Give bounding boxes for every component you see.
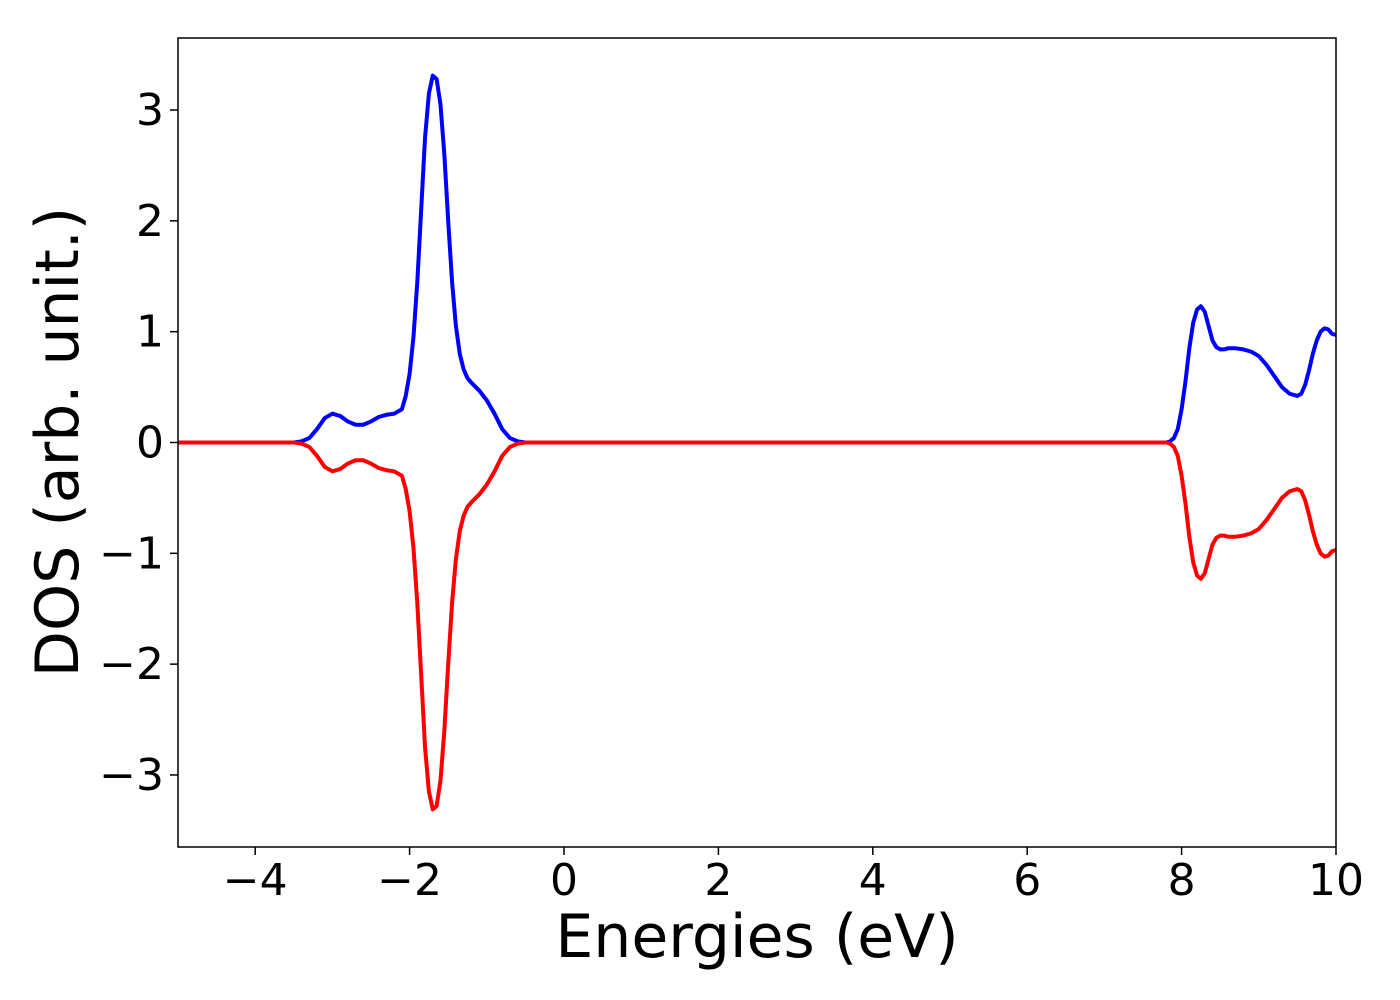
x-tick-label: −2 (377, 855, 442, 906)
x-tick-label: 2 (704, 855, 732, 906)
x-tick-label: 8 (1168, 855, 1196, 906)
x-axis-label: Energies (eV) (555, 902, 958, 972)
x-tick-label: 6 (1013, 855, 1041, 906)
y-tick-label: 3 (136, 85, 164, 136)
x-tick-label: −4 (223, 855, 288, 906)
y-tick-label: 2 (136, 196, 164, 247)
x-axis-ticks: −4 −2 0 2 4 6 8 10 (223, 847, 1364, 906)
series-line-1 (178, 73, 1336, 445)
y-tick-label: 0 (136, 418, 164, 469)
y-axis-label: DOS (arb. unit.) (23, 207, 93, 677)
x-tick-label: 0 (550, 855, 578, 906)
x-tick-label: 10 (1308, 855, 1364, 906)
y-tick-label: −1 (99, 528, 164, 579)
y-tick-label: 1 (136, 307, 164, 358)
y-tick-label: −3 (99, 750, 164, 801)
series-line-2 (178, 440, 1336, 812)
x-tick-label: 4 (859, 855, 887, 906)
y-axis-ticks: −3 −2 −1 0 1 2 3 (99, 85, 178, 801)
y-tick-label: −2 (99, 639, 164, 690)
series-layer (178, 73, 1336, 812)
